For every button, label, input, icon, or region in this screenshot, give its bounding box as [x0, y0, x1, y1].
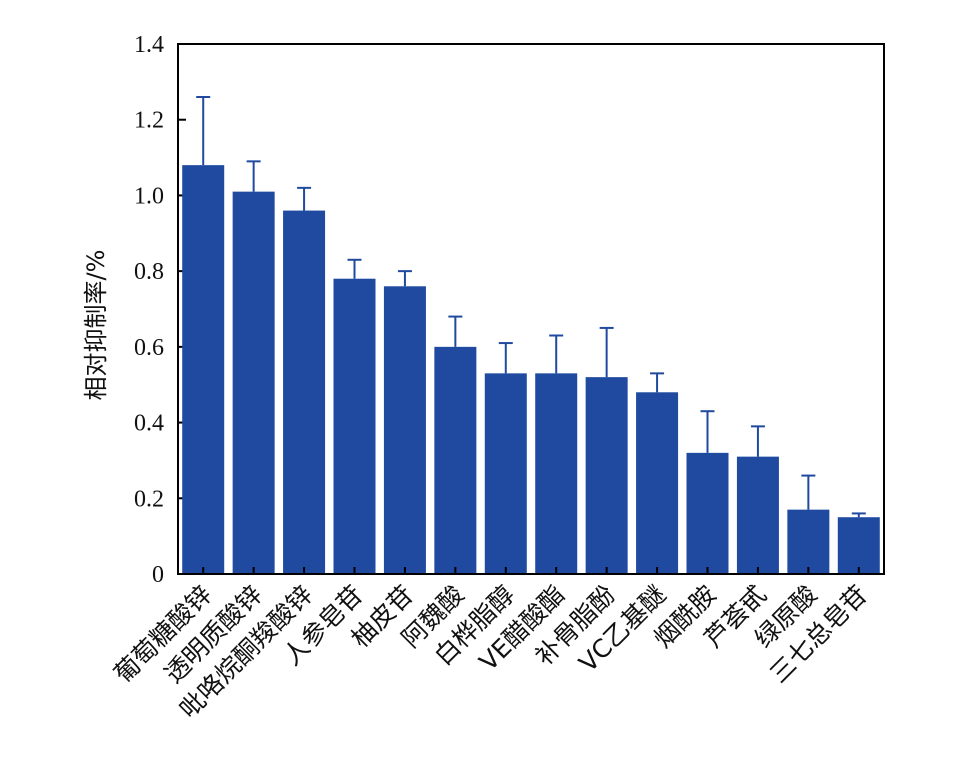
y-tick-label: 0 — [152, 562, 164, 588]
y-tick-label: 1.2 — [134, 108, 164, 134]
error-bar — [801, 474, 816, 510]
error-bar — [498, 342, 513, 374]
error-bar — [246, 160, 261, 192]
bar — [787, 509, 830, 574]
bar-series — [182, 165, 880, 575]
error-bar — [549, 334, 564, 374]
bar — [182, 165, 225, 574]
y-tick-label: 0.6 — [134, 335, 164, 361]
error-bar — [448, 315, 463, 347]
bar — [333, 278, 376, 574]
y-tick-label: 0.8 — [134, 259, 164, 285]
bar — [283, 210, 326, 575]
error-bar — [196, 96, 211, 166]
error-bar — [851, 512, 866, 518]
error-bar — [650, 372, 665, 393]
bar — [484, 373, 527, 574]
y-tick-label: 0.2 — [134, 486, 164, 512]
y-axis-ticks: 0 0.2 0.4 0.6 0.8 1.0 1.2 1.4 — [134, 32, 186, 588]
bar — [686, 452, 729, 574]
plot-frame — [177, 43, 885, 575]
error-bar — [347, 258, 362, 279]
y-tick-label: 1.4 — [134, 32, 164, 58]
error-bar — [599, 326, 614, 378]
bar — [383, 286, 426, 574]
error-bars — [196, 96, 866, 518]
error-bar — [297, 186, 312, 211]
error-bar — [397, 270, 412, 287]
bar — [736, 456, 779, 574]
bar — [535, 373, 578, 574]
x-axis-labels: 葡萄糖酸锌透明质酸锌吡咯烷酮羧酸锌人参皂苷柚皮苷阿魏酸白桦脂醇VE醋酸酯补骨脂酚… — [109, 580, 873, 724]
bar — [837, 517, 880, 574]
y-tick-label: 0.4 — [134, 411, 164, 437]
y-tick-label: 1.0 — [134, 183, 164, 209]
bar — [434, 346, 477, 574]
bar — [585, 377, 628, 574]
bar — [636, 392, 679, 574]
error-bar — [700, 410, 715, 453]
y-axis-title: 相对抑制率/% — [82, 250, 110, 401]
error-bar — [750, 425, 765, 457]
bar — [232, 191, 275, 574]
